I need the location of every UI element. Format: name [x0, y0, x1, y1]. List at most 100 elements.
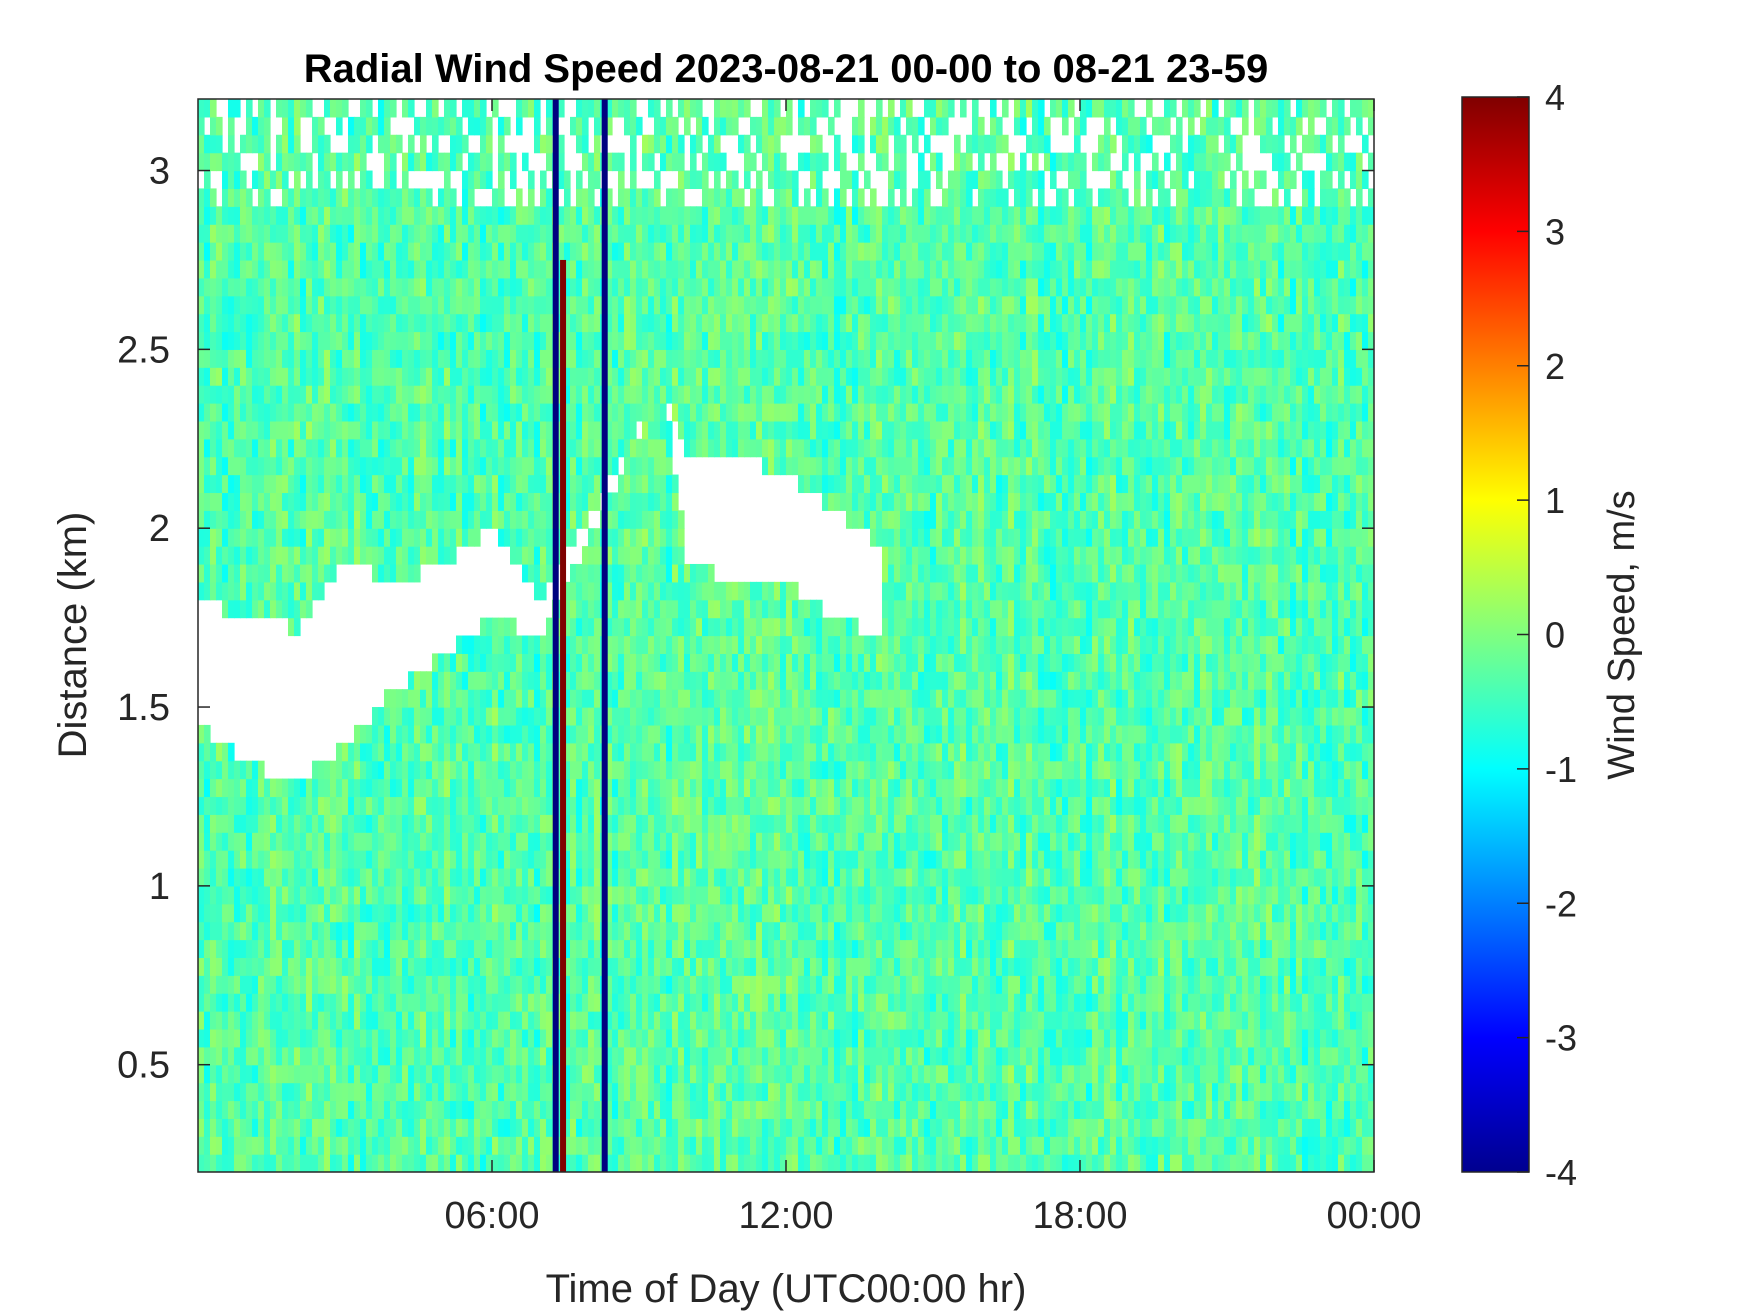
heatmap-cell	[642, 367, 649, 386]
heatmap-cell	[384, 277, 391, 297]
heatmap-cell	[534, 993, 541, 1012]
heatmap-cell	[300, 385, 307, 404]
heatmap-cell	[498, 224, 505, 243]
heatmap-cell	[564, 707, 571, 726]
heatmap-cell	[420, 546, 427, 565]
heatmap-cell	[504, 1154, 511, 1172]
heatmap-cell	[480, 1064, 487, 1084]
heatmap-cell	[762, 403, 769, 422]
heatmap-cell	[522, 921, 529, 941]
heatmap-cell	[558, 99, 565, 118]
heatmap-cell	[420, 885, 427, 905]
heatmap-cell	[672, 885, 679, 905]
heatmap-cell	[540, 349, 547, 368]
heatmap-cell	[414, 152, 421, 172]
heatmap-cell	[462, 1046, 469, 1066]
heatmap-cell	[570, 331, 577, 350]
heatmap-cell	[438, 152, 445, 172]
heatmap-cell	[576, 295, 583, 315]
heatmap-cell	[498, 313, 505, 333]
heatmap-cell	[756, 1011, 763, 1030]
heatmap-cell	[210, 1028, 217, 1048]
heatmap-cell	[414, 975, 421, 994]
heatmap-cell	[618, 850, 625, 869]
heatmap-cell	[684, 975, 691, 994]
heatmap-cell	[234, 957, 241, 976]
heatmap-cell	[282, 206, 289, 225]
heatmap-cell	[606, 99, 613, 118]
heatmap-cell	[720, 116, 727, 136]
heatmap-cell	[540, 403, 547, 422]
heatmap-cell	[270, 1046, 277, 1066]
heatmap-cell	[258, 385, 265, 404]
heatmap-cell	[612, 367, 619, 386]
heatmap-cell	[528, 385, 535, 404]
heatmap-cell	[612, 1064, 619, 1084]
heatmap-cell	[726, 277, 733, 297]
heatmap-cell	[258, 778, 265, 798]
heatmap-cell	[762, 850, 769, 869]
heatmap-cell	[204, 563, 211, 583]
heatmap-cell	[606, 939, 613, 958]
heatmap-cell	[324, 563, 331, 583]
heatmap-cell	[564, 778, 571, 798]
heatmap-cell	[444, 1100, 451, 1119]
heatmap-cell	[666, 1118, 673, 1137]
heatmap-cell	[654, 939, 661, 958]
heatmap-cell	[204, 546, 211, 565]
heatmap-cell	[744, 850, 751, 869]
heatmap-cell	[510, 742, 517, 762]
heatmap-cell	[480, 224, 487, 243]
heatmap-cell	[744, 1028, 751, 1048]
heatmap-cell	[456, 885, 463, 905]
heatmap-cell	[294, 1028, 301, 1048]
heatmap-cell	[660, 814, 667, 833]
heatmap-cell	[306, 528, 313, 547]
heatmap-cell	[384, 1100, 391, 1119]
heatmap-cell	[300, 367, 307, 386]
heatmap-cell	[198, 957, 205, 976]
heatmap-cell	[348, 975, 355, 994]
heatmap-cell	[462, 349, 469, 368]
heatmap-cell	[594, 1118, 601, 1137]
heatmap-cell	[672, 617, 679, 637]
heatmap-cell	[216, 1136, 223, 1155]
heatmap-cell	[312, 796, 319, 815]
heatmap-cell	[330, 385, 337, 404]
heatmap-cell	[252, 242, 259, 261]
heatmap-cell	[468, 903, 475, 923]
heatmap-cell	[456, 456, 463, 476]
heatmap-cell	[264, 206, 271, 225]
heatmap-cell	[636, 921, 643, 941]
heatmap-cell	[540, 939, 547, 958]
heatmap-cell	[468, 152, 475, 172]
heatmap-cell	[720, 975, 727, 994]
heatmap-cell	[720, 1136, 727, 1155]
heatmap-cell	[666, 581, 673, 601]
heatmap-cell	[432, 903, 439, 923]
heatmap-cell	[492, 349, 499, 368]
heatmap-cell	[630, 581, 637, 601]
heatmap-cell	[648, 832, 655, 851]
heatmap-cell	[354, 242, 361, 261]
heatmap-cell	[540, 528, 547, 547]
heatmap-cell	[384, 707, 391, 726]
heatmap-cell	[468, 295, 475, 315]
heatmap-cell	[216, 1154, 223, 1172]
heatmap-cell	[228, 563, 235, 583]
heatmap-cell	[252, 778, 259, 798]
heatmap-cell	[648, 206, 655, 225]
heatmap-cell	[726, 331, 733, 350]
heatmap-cell	[582, 367, 589, 386]
heatmap-cell	[420, 1118, 427, 1137]
heatmap-cell	[612, 331, 619, 350]
heatmap-cell	[366, 456, 373, 476]
heatmap-cell	[456, 850, 463, 869]
heatmap-cell	[510, 152, 517, 172]
heatmap-cell	[198, 1100, 205, 1119]
heatmap-cell	[444, 724, 451, 744]
heatmap-cell	[462, 170, 469, 190]
heatmap-cell	[756, 760, 763, 780]
heatmap-cell	[258, 456, 265, 476]
heatmap-cell	[648, 1028, 655, 1048]
